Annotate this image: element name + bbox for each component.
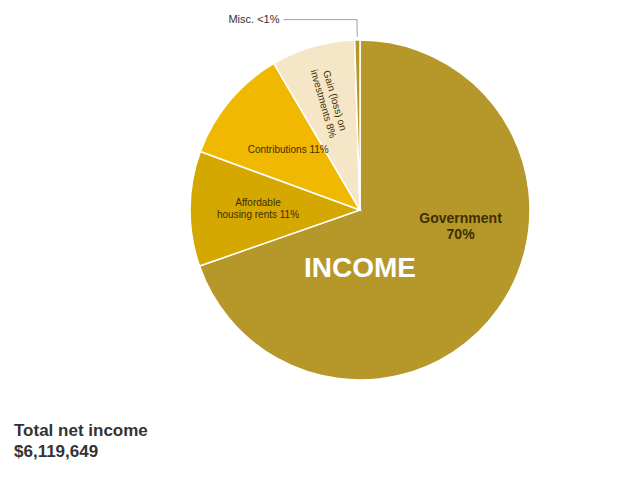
pie-slice [200, 40, 530, 380]
slice-label: Government70% [419, 209, 502, 242]
slice-label: Affordablehousing rents 11% [217, 197, 299, 220]
label-line: Misc. <1% [228, 13, 279, 25]
slice-label: Gain (loss) oninvestments 8% [309, 65, 351, 139]
label-line: $6,119,649 [14, 442, 98, 461]
label-line: housing rents 11% [217, 209, 299, 220]
slice-label: Contributions 11% [248, 144, 329, 155]
label-line: Contributions 11% [248, 144, 329, 155]
bottom-label: Total net income $6,119,649 [14, 421, 148, 461]
label-line: Government [419, 209, 502, 225]
label-line: investments 8% [309, 68, 339, 139]
label-line: INCOME [304, 252, 416, 283]
label-line: Total net income [14, 421, 148, 440]
chart: Government70% Affordablehousing rents 11%… [0, 0, 640, 480]
pie [190, 40, 530, 380]
center-text: INCOME [304, 252, 416, 283]
pie-slice [200, 63, 360, 210]
slice-label: Misc. <1% [228, 13, 279, 25]
label-line: 70% [447, 226, 476, 242]
pie-slice [274, 40, 360, 210]
label-line: Affordable [235, 197, 281, 208]
pie-slice [355, 40, 360, 210]
leader-line [284, 20, 358, 37]
labels: Government70% Affordablehousing rents 11%… [217, 13, 502, 283]
